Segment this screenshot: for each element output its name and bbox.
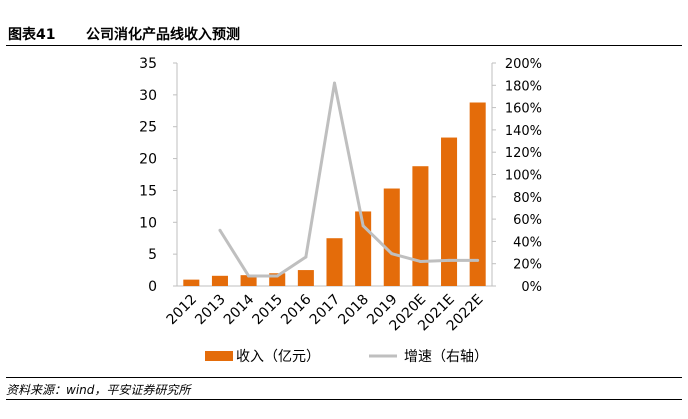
x-tick-label: 2016 (278, 291, 315, 328)
figure-header: 图表41 公司消化产品线收入预测 (6, 22, 682, 46)
bar-2012 (183, 279, 200, 286)
left-tick-label: 0 (148, 279, 157, 295)
x-tick-label: 2015 (250, 292, 287, 329)
growth-point-2016 (304, 255, 308, 259)
bar-2013 (211, 275, 228, 286)
right-tick-label: 200% (505, 57, 542, 72)
right-tick-label: 40% (513, 235, 542, 250)
growth-point-2013 (218, 228, 222, 232)
right-tick-label: 80% (513, 191, 542, 206)
right-tick-label: 0% (521, 280, 542, 295)
bar-2017 (326, 238, 343, 286)
x-tick-label: 2018 (335, 292, 372, 329)
figure-title: 公司消化产品线收入预测 (86, 27, 240, 43)
left-axis: 0 5 10 15 20 25 30 35 (139, 56, 492, 295)
growth-point-2015 (275, 274, 279, 278)
bar-2022E (469, 102, 486, 286)
figure-number: 图表41 (8, 27, 56, 43)
right-axis: 0% 20% 40% 60% 80% 100% 120% 140% 160% 180% 200% (491, 57, 542, 295)
right-tick-label: 140% (505, 124, 542, 139)
bar-2021E (441, 137, 458, 286)
line-series (218, 81, 480, 278)
bar-2014 (240, 275, 257, 286)
left-tick-label: 10 (139, 215, 157, 231)
growth-point-2018 (361, 224, 365, 228)
x-tick-label: 2017 (307, 292, 344, 329)
right-tick-label: 20% (513, 258, 542, 273)
right-tick-label: 180% (505, 79, 542, 94)
growth-point-2017 (333, 81, 336, 85)
left-tick-label: 35 (139, 56, 157, 72)
bar-2020E (412, 166, 429, 286)
growth-point-2014 (247, 274, 251, 278)
x-tick-label: 2012 (164, 292, 201, 329)
bar-series (183, 102, 486, 286)
left-tick-label: 15 (139, 183, 157, 199)
footer-rule-bottom (6, 399, 682, 400)
left-tick-label: 20 (139, 152, 157, 168)
growth-point-2021E (447, 258, 451, 262)
x-axis: 201220132014201520162017201820192020E202… (164, 291, 487, 334)
right-tick-label: 60% (513, 213, 542, 228)
bar-2019 (383, 188, 400, 286)
growth-line (218, 81, 478, 278)
growth-point-2022E (476, 258, 480, 262)
growth-point-2019 (390, 252, 394, 256)
legend-bar-label: 收入（亿元） (236, 349, 320, 365)
right-tick-label: 120% (505, 146, 542, 161)
left-tick-label: 5 (148, 247, 157, 263)
right-tick-label: 160% (505, 102, 542, 117)
x-tick-label: 2013 (192, 292, 229, 329)
x-tick-label: 2014 (221, 291, 258, 328)
left-tick-label: 25 (139, 120, 157, 136)
legend-line-label: 增速（右轴） (404, 349, 488, 365)
growth-point-2020E (418, 259, 422, 263)
right-tick-label: 100% (505, 169, 542, 184)
legend-bar-swatch (205, 351, 233, 361)
left-tick-label: 30 (139, 88, 157, 104)
bar-2016 (297, 270, 314, 286)
legend: 收入（亿元） 增速（右轴） (205, 349, 488, 365)
footer-rule-top (6, 377, 682, 378)
source-note: 资料来源：wind，平安证券研究所 (6, 383, 191, 397)
